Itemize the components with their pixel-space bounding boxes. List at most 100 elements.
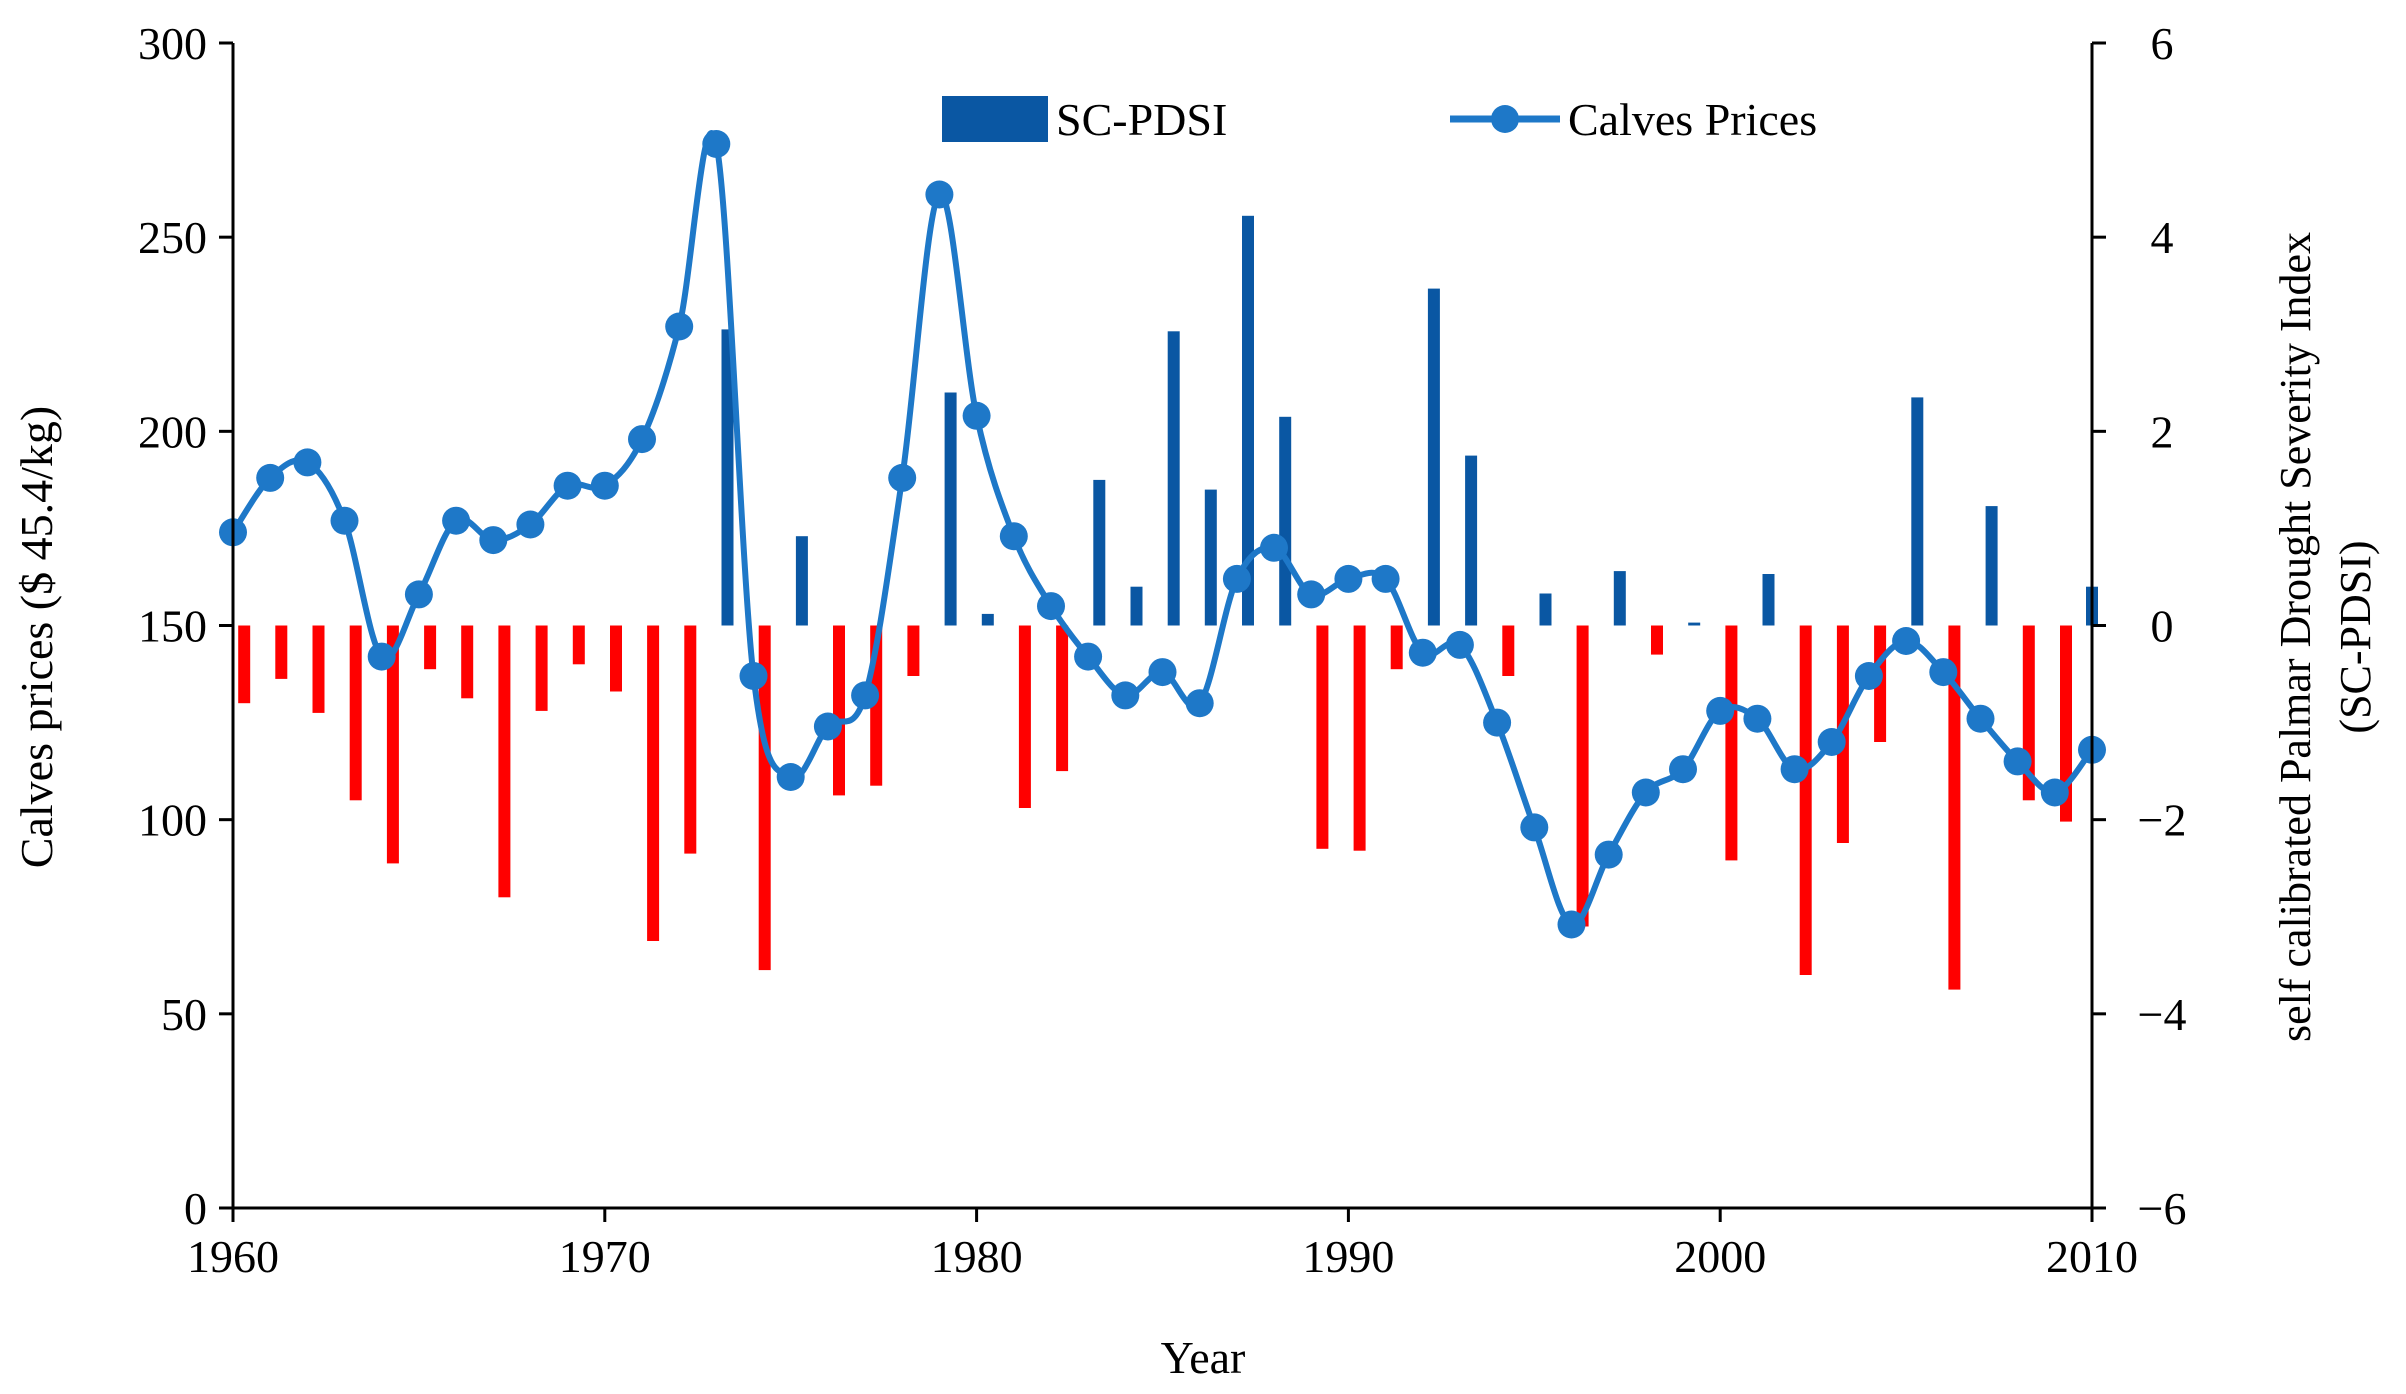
pdsi-bar [1056,625,1069,772]
calves-price-point [1929,658,1958,687]
pdsi-bar [238,625,251,704]
pdsi-bar [1948,625,1961,990]
calves-price-point [702,130,731,158]
calves-price-point [1074,642,1103,671]
pdsi-bar [1539,593,1552,626]
pdsi-bar [424,625,437,670]
pdsi-bar [1688,622,1701,626]
pdsi-bar [981,613,994,626]
calves-price-point [999,522,1028,551]
pdsi-bar [1353,625,1366,851]
x-tick-label: 1970 [559,1231,651,1282]
calves-price-point [442,506,471,535]
x-axis-label: Year [1161,1332,1246,1383]
legend-label-calves-prices: Calves Prices [1568,94,1817,145]
pdsi-bar [1167,331,1180,626]
y-left-tick-label: 0 [184,1183,207,1234]
pdsi-bar [535,625,548,711]
calves-price-point [404,580,433,609]
calves-price-point [1706,696,1735,725]
pdsi-bar [1465,455,1478,626]
y-right-tick-label: −4 [2138,989,2187,1040]
pdsi-bar [1613,571,1626,626]
pdsi-bar [1390,625,1403,670]
x-tick-label: 2000 [1674,1231,1766,1282]
pdsi-bar [498,625,511,898]
pdsi-bar [1130,586,1143,626]
y-left-tick-label: 100 [138,795,207,846]
pdsi-bar [461,625,474,699]
y-left-tick-label: 50 [161,989,207,1040]
calves-price-point [553,471,582,500]
pdsi-bar [312,625,325,713]
pdsi-bar [2060,625,2072,822]
calves-price-point [1297,580,1326,609]
pdsi-bar [758,625,771,971]
legend-label-sc-pdsi: SC-PDSI [1056,94,1227,145]
pdsi-bar [1242,215,1254,626]
calves-price-point [925,180,954,209]
y-axis-right-label-line2: (SC-PDSI) [2331,540,2380,733]
calves-price-point [888,463,917,492]
y-right-tick-label: 6 [2151,18,2174,69]
calves-price-point [1260,533,1288,562]
calves-price-point [1111,681,1140,710]
pdsi-bar [1762,574,1775,626]
pdsi-bar [1279,416,1292,626]
pdsi-bar [833,625,845,796]
pdsi-bar [1204,489,1217,626]
calves-price-point [739,662,768,690]
calves-price-point [851,681,880,710]
legend-swatch-marker [1491,105,1519,133]
pdsi-bar [1799,625,1812,975]
calves-price-point [1148,658,1177,687]
calves-price-point [1594,840,1623,869]
calves-price-point [293,448,322,477]
pdsi-bar [1018,625,1031,808]
y-right-tick-label: 2 [2151,406,2174,457]
pdsi-bar [721,329,734,626]
pdsi-bar [944,392,957,626]
pdsi-bar [275,625,288,679]
calves-price-point [665,312,694,341]
x-tick-label: 1960 [187,1231,279,1282]
calves-price-point [1037,592,1065,621]
calves-price-point [1631,778,1660,807]
calves-price-point [1669,755,1697,784]
pdsi-bar [1502,625,1515,676]
calves-price-point [1334,564,1363,593]
pdsi-bar [1427,288,1440,626]
calves-price-point [1892,627,1921,655]
calves-price-point [628,425,656,454]
pdsi-bar [684,625,697,854]
calves-price-point [2040,778,2069,807]
calves-price-point [479,526,508,555]
pdsi-bar [795,536,808,626]
calves-price-point [1445,630,1474,659]
pdsi-bar [572,625,585,665]
y-left-tick-label: 300 [138,18,207,69]
y-axis-right-label-line1: self calibrated Palmar Drought Severity … [2271,232,2320,1042]
y-right-tick-label: −6 [2138,1183,2187,1234]
y-left-tick-label: 200 [138,406,207,457]
legend: SC-PDSI Calves Prices [942,94,1817,145]
calves-prices-line [230,130,2095,928]
pdsi-bar [1576,625,1589,927]
y-left-tick-label: 250 [138,212,207,263]
pdsi-bar [349,625,362,801]
axes [219,41,2106,1222]
y-right-tick-label: 0 [2151,601,2174,652]
calves-price-point [1557,910,1586,939]
bars-layer [238,215,2098,990]
calves-price-point [516,510,545,539]
pdsi-bar [1651,625,1663,655]
calves-price-point [1222,564,1251,593]
pdsi-bar [610,625,622,692]
calves-price-point [1408,638,1437,667]
calves-price-point [962,401,991,430]
pdsi-bar [1316,625,1329,849]
pdsi-bar [1093,479,1106,626]
pdsi-bar [1725,625,1738,861]
x-tick-label: 1990 [1302,1231,1394,1282]
